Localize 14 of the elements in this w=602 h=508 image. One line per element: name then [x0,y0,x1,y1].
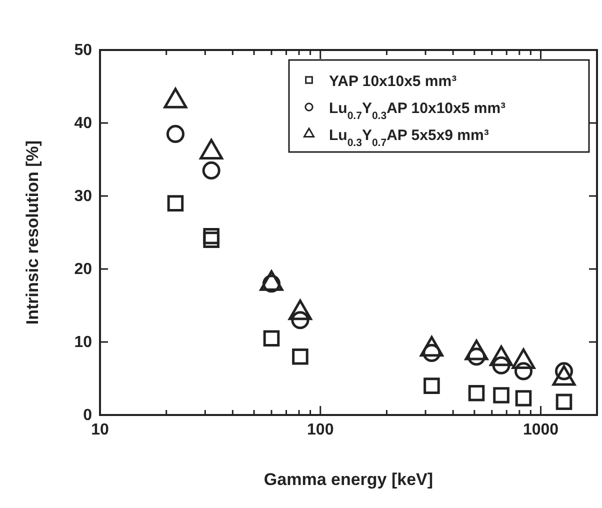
x-tick-label: 100 [307,421,334,438]
y-axis-title: Intrinsic resolution [%] [23,140,42,325]
x-axis-title: Gamma energy [keV] [264,470,434,489]
x-tick-label: 1000 [522,421,559,438]
legend-label: YAP 10x10x5 mm³ [329,73,457,90]
y-tick-label: 20 [74,261,92,278]
x-tick-label: 10 [91,421,109,438]
y-tick-label: 40 [74,115,92,132]
y-tick-label: 50 [74,42,92,60]
y-tick-label: 10 [74,334,92,352]
y-tick-label: 0 [83,407,92,424]
legend-label: Lu$_{0.3}$Y$_{0.7}$AP 5x5x9 mm³ [329,127,489,149]
legend-label: Lu$_{0.7}$Y$_{0.3}$AP 10x10x5 mm³ [329,100,506,122]
y-tick-label: 30 [74,188,92,206]
